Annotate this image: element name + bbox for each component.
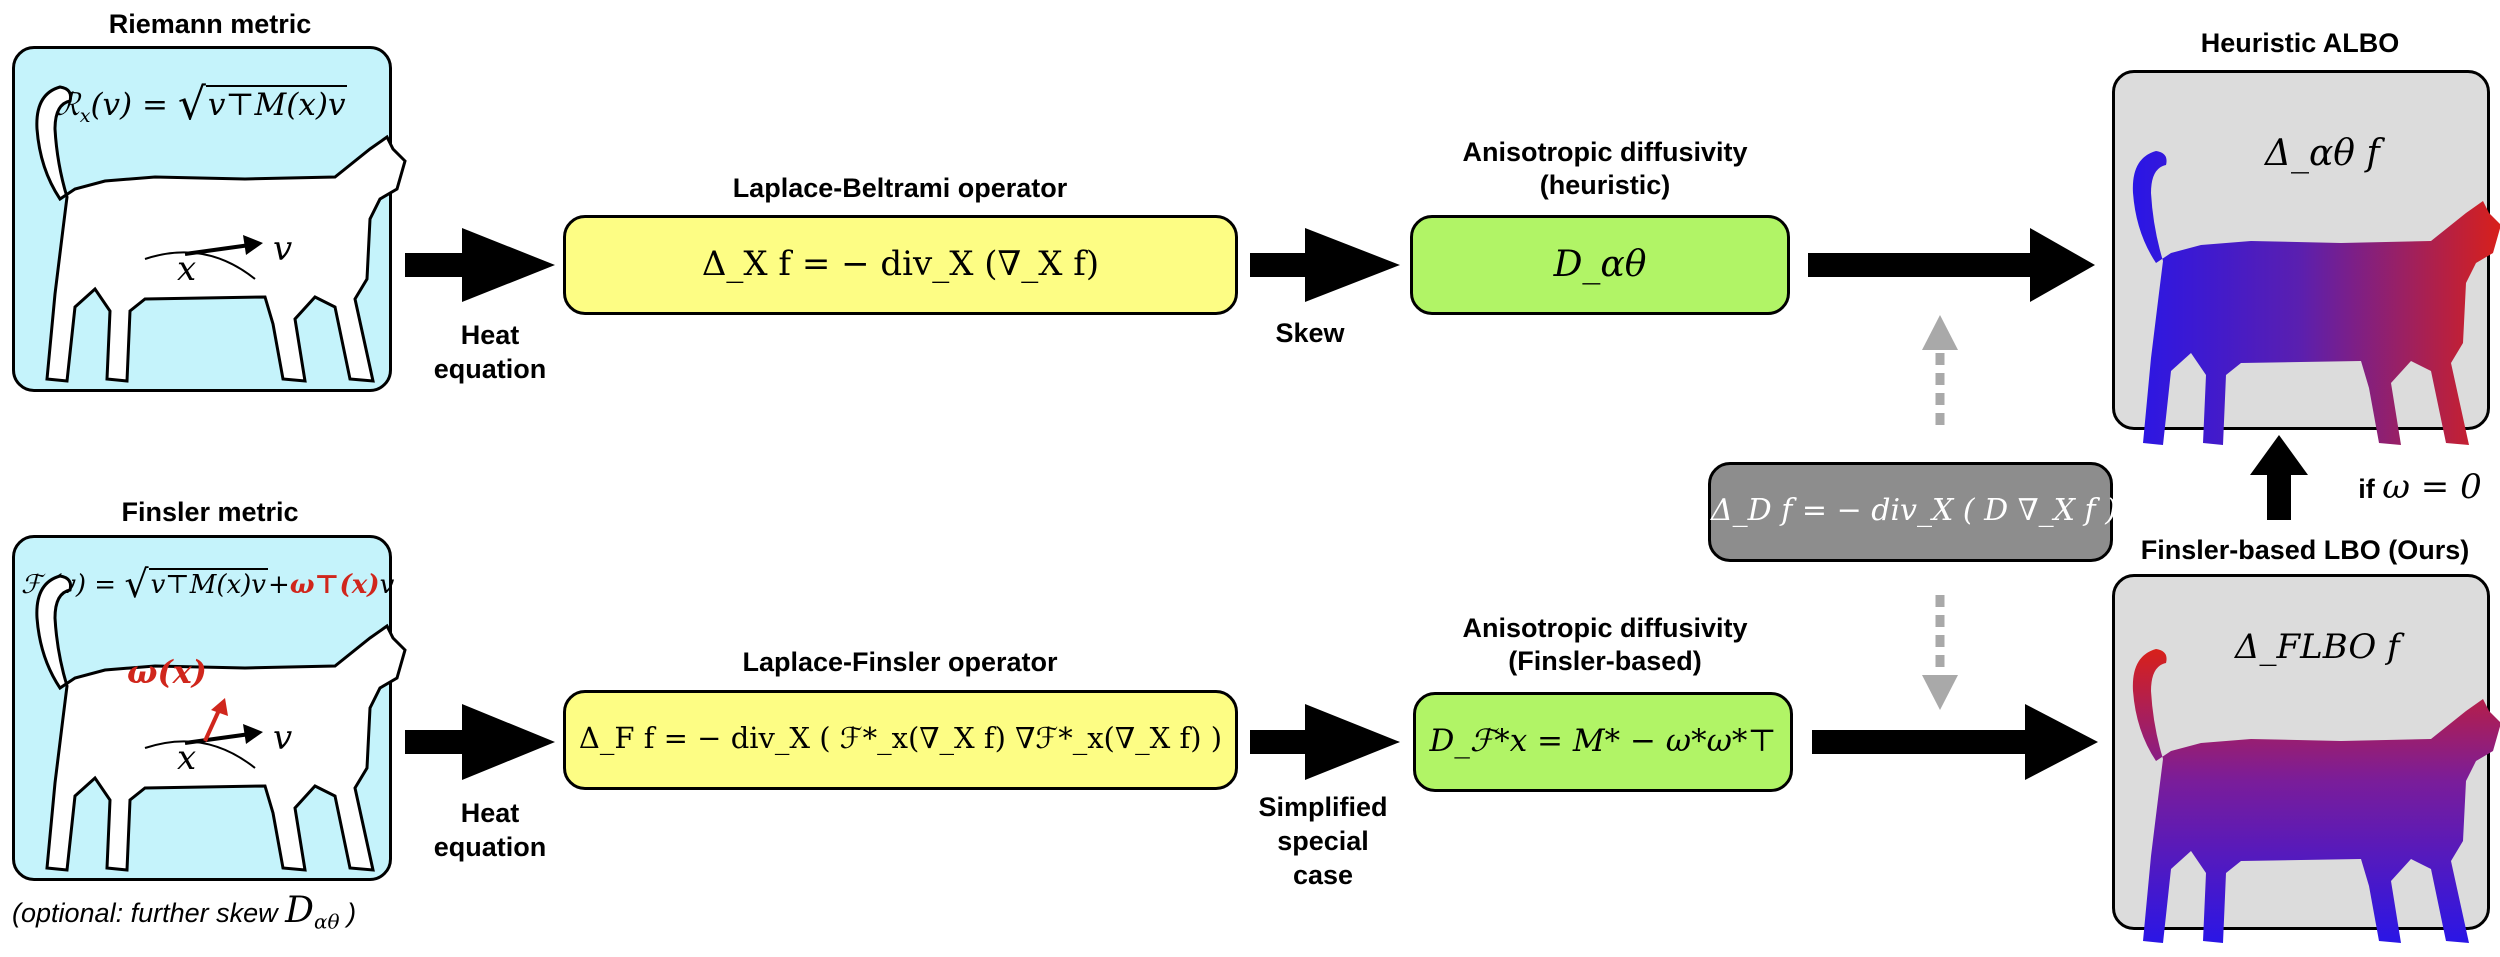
label-simplified-line2: special xyxy=(1277,826,1369,856)
footnote-math: D xyxy=(285,890,315,931)
label-heat-top-line2: equation xyxy=(433,354,547,384)
arrow-skew xyxy=(1250,228,1400,302)
label-simplified-line3: case xyxy=(1292,860,1354,890)
label-skew: Skew xyxy=(1275,318,1345,348)
lfo-formula: Δ_F f = − div_X ( ℱ*_x(∇_X f) ∇ℱ*_x(∇_X … xyxy=(578,721,1223,755)
lfo-title: Laplace-Finsler operator xyxy=(742,647,1058,677)
riemann-sqrt-content: v⊤M(x)v xyxy=(205,85,348,123)
dashed-arrow-up xyxy=(1922,315,1958,425)
arrow-heat-bottom xyxy=(405,704,555,780)
riemann-rest: (v) = xyxy=(90,87,178,123)
riemann-sub: x xyxy=(79,105,91,128)
d-finsler-box: D_ℱ*x = M* − ω*ω*⊤ xyxy=(1413,692,1793,792)
arrows-layer xyxy=(405,228,2308,780)
heuristic-albo-title: Heuristic ALBO xyxy=(2200,28,2400,58)
aniso-heuristic-title-line2: (heuristic) xyxy=(1539,170,1671,200)
footnote: (optional: further skew Dαθ ) xyxy=(12,890,356,933)
if-omega-label: if ω = 0 xyxy=(2340,470,2500,506)
footnote-sub: αθ xyxy=(314,909,340,934)
finsler-sqrt-content: v⊤M(x)v xyxy=(148,568,268,600)
aniso-finsler-title-line2: (Finsler-based) xyxy=(1508,646,1702,676)
riemann-formula: ℛx(v) = √v⊤M(x)v xyxy=(55,79,348,130)
label-simplified: Simplified special case xyxy=(1248,790,1398,892)
cat-x-bottom: x xyxy=(177,738,197,778)
flbo-formula: Δ_FLBO f xyxy=(2235,627,2400,667)
footnote-close: ) xyxy=(347,898,357,928)
label-heat-top: Heat equation xyxy=(420,318,560,386)
footnote-text: (optional: further skew xyxy=(12,898,278,928)
finsler-formula: ℱx(v) = √v⊤M(x)v+ω⊤(x)v xyxy=(21,562,395,606)
label-heat-top-line1: Heat xyxy=(460,320,520,350)
finsler-title: Finsler metric xyxy=(121,497,299,527)
label-heat-bottom-line1: Heat xyxy=(460,798,520,828)
label-heat-bottom: Heat equation xyxy=(420,796,560,864)
albo-panel: Δ_αθ f xyxy=(2112,70,2500,445)
aniso-finsler-title: Anisotropic diffusivity (Finsler-based) xyxy=(1390,612,1820,678)
label-heat-bottom-line2: equation xyxy=(433,832,547,862)
delta-d-box: Δ_D f = − div_X ( D ∇_X f ) xyxy=(1708,462,2117,562)
riemann-title: Riemann metric xyxy=(108,9,312,39)
arrow-up-omega xyxy=(2250,435,2308,520)
if-omega-prefix: if xyxy=(2358,474,2375,504)
riemann-panel: ℛx(v) = √v⊤M(x)v x v xyxy=(12,46,407,392)
aniso-finsler-title-line1: Anisotropic diffusivity xyxy=(1462,613,1748,643)
label-simplified-line1: Simplified xyxy=(1258,792,1388,822)
lbo-box: Δ_X f = − div_X (∇_X f) xyxy=(563,215,1238,315)
flbo-panel: Δ_FLBO f xyxy=(2112,574,2500,943)
cat-v-top: v xyxy=(273,229,293,269)
riemann-cat xyxy=(35,85,407,383)
aniso-heuristic-title-line1: Anisotropic diffusivity xyxy=(1462,137,1748,167)
lbo-formula: Δ_X f = − div_X (∇_X f) xyxy=(701,244,1100,284)
finsler-cat xyxy=(35,574,407,872)
aniso-heuristic-title: Anisotropic diffusivity (heuristic) xyxy=(1390,136,1820,202)
arrow-to-flbo xyxy=(1812,704,2098,780)
d-alpha-formula: D_αθ xyxy=(1553,244,1647,285)
albo-cat xyxy=(2132,151,2500,445)
flbo-cat xyxy=(2132,649,2500,943)
finsler-panel: ℱx(v) = √v⊤M(x)v+ω⊤(x)v ω(x) x v xyxy=(12,535,407,881)
albo-formula: Δ_αθ f xyxy=(2265,133,2380,174)
cat-v-bottom: v xyxy=(273,718,293,758)
d-finsler-formula: D_ℱ*x = M* − ω*ω*⊤ xyxy=(1429,723,1777,759)
arrow-to-albo xyxy=(1808,228,2095,302)
lfo-box: Δ_F f = − div_X ( ℱ*_x(∇_X f) ∇ℱ*_x(∇_X … xyxy=(563,690,1238,790)
finsler-symbol: ℱ xyxy=(21,570,42,600)
d-alpha-box: D_αθ xyxy=(1410,215,1790,315)
arrow-simplified xyxy=(1250,704,1400,780)
if-omega-eq: ω = 0 xyxy=(2382,467,2482,507)
finsler-omega-term: ω⊤(x) xyxy=(289,570,380,600)
cat-omega-label: ω(x) xyxy=(127,653,207,691)
delta-d-formula: Δ_D f = − div_X ( D ∇_X f ) xyxy=(1711,493,2117,528)
dashed-arrow-down xyxy=(1922,595,1958,710)
finsler-lbo-title: Finsler-based LBO (Ours) xyxy=(2140,535,2470,565)
cat-x-top: x xyxy=(177,249,197,289)
finsler-plus: + xyxy=(267,570,290,600)
lbo-title: Laplace-Beltrami operator xyxy=(732,173,1068,203)
arrow-heat-top xyxy=(405,228,555,302)
finsler-v: v xyxy=(379,570,395,600)
